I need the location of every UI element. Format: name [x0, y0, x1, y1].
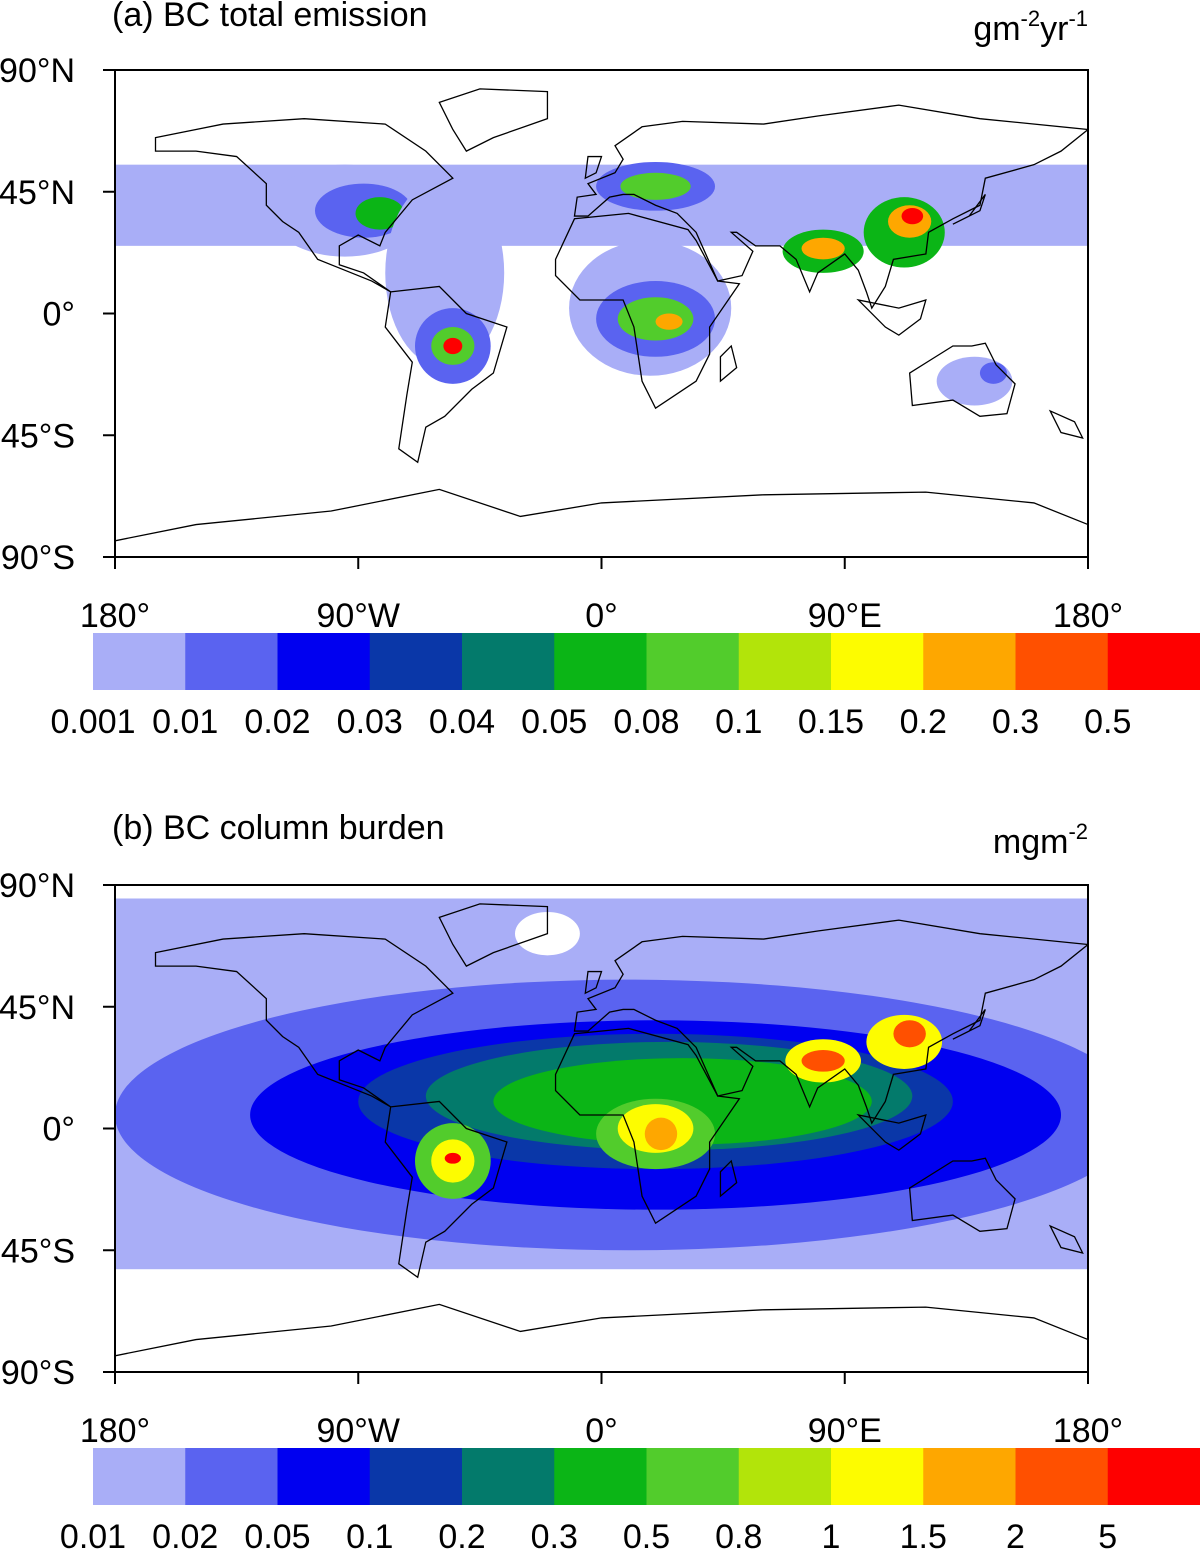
colorbar-box — [462, 633, 555, 690]
colorbar-label: 0.01 — [60, 1518, 126, 1550]
lat-tick-label: 90°S — [1, 1354, 75, 1392]
units-sup: -2 — [1021, 6, 1041, 31]
map — [115, 898, 1088, 1358]
map — [115, 87, 1088, 543]
lat-tick-label: 45°S — [1, 417, 75, 455]
colorbar-label: 1 — [822, 1518, 841, 1550]
colorbar-label: 0.001 — [50, 703, 135, 741]
panel-title: (a) BC total emission — [112, 0, 428, 34]
units-base: gm — [973, 10, 1020, 48]
lat-tick-label: 45°S — [1, 1232, 75, 1270]
colorbar-box — [1015, 633, 1109, 690]
lat-tick-label: 45°N — [0, 989, 75, 1027]
colorbar-label: 0.8 — [715, 1518, 762, 1550]
colorbar-label: 0.15 — [798, 703, 864, 741]
lat-tick-label: 0° — [42, 296, 75, 334]
units: mgm-2 — [993, 819, 1088, 861]
units-base: yr — [1040, 10, 1068, 48]
colorbar-box — [831, 633, 924, 690]
colorbar-label: 1.5 — [900, 1518, 947, 1550]
colorbar-box — [831, 1448, 924, 1505]
lon-tick-label: 0° — [585, 1412, 618, 1450]
lon-tick-label: 90°W — [316, 597, 400, 635]
colorbar-box — [462, 1448, 555, 1505]
lon-tick-label: 180° — [80, 597, 150, 635]
colorbar-box — [185, 633, 278, 690]
lat-tick-label: 90°N — [0, 867, 75, 905]
colorbar-label: 0.08 — [613, 703, 679, 741]
units-base: mgm — [993, 823, 1069, 861]
lon-tick-label: 180° — [80, 1412, 150, 1450]
colorbar-box — [93, 633, 186, 690]
colorbar-label: 2 — [1006, 1518, 1025, 1550]
colorbar-label: 0.1 — [715, 703, 762, 741]
lat-tick-label: 45°N — [0, 174, 75, 212]
lon-tick-label: 180° — [1053, 597, 1123, 635]
colorbar-box — [923, 633, 1016, 690]
colorbar-label: 0.05 — [521, 703, 587, 741]
colorbar-box — [646, 633, 740, 690]
lon-tick-label: 0° — [585, 597, 618, 635]
colorbar-box — [646, 1448, 740, 1505]
colorbar-label: 0.3 — [531, 1518, 578, 1550]
colorbar-label: 0.04 — [429, 703, 495, 741]
colorbar-label: 0.2 — [900, 703, 947, 741]
colorbar-box — [923, 1448, 1016, 1505]
colorbar-box — [1107, 633, 1200, 690]
units-sup: -2 — [1068, 819, 1088, 844]
lon-tick-label: 180° — [1053, 1412, 1123, 1450]
colorbar-label: 0.02 — [152, 1518, 218, 1550]
colorbar-box — [1107, 1448, 1200, 1505]
lon-tick-label: 90°E — [808, 1412, 882, 1450]
colorbar-label: 0.5 — [1084, 703, 1131, 741]
lat-tick-label: 90°N — [0, 52, 75, 90]
colorbar-box — [93, 1448, 186, 1505]
colorbar-label: 0.1 — [346, 1518, 393, 1550]
units: gm-2yr-1 — [973, 6, 1088, 48]
colorbar-box — [738, 1448, 832, 1505]
lat-tick-label: 0° — [42, 1111, 75, 1149]
colorbar-label: 0.02 — [244, 703, 310, 741]
colorbar-box — [369, 1448, 463, 1505]
colorbar-label: 0.2 — [438, 1518, 485, 1550]
colorbar-box — [554, 1448, 647, 1505]
colorbar-label: 0.01 — [152, 703, 218, 741]
colorbar-label: 0.05 — [244, 1518, 310, 1550]
panel-title: (b) BC column burden — [112, 809, 445, 847]
units-sup: -1 — [1068, 6, 1088, 31]
colorbar-box — [277, 633, 371, 690]
colorbar-box — [1015, 1448, 1109, 1505]
colorbar-label: 0.03 — [337, 703, 403, 741]
lon-tick-label: 90°E — [808, 597, 882, 635]
colorbar-label: 0.3 — [992, 703, 1039, 741]
colorbar-label: 5 — [1098, 1518, 1117, 1550]
colorbar-box — [185, 1448, 278, 1505]
colorbar-box — [277, 1448, 371, 1505]
colorbar-box — [369, 633, 463, 690]
lon-tick-label: 90°W — [316, 1412, 400, 1450]
colorbar-box — [554, 633, 647, 690]
lat-tick-label: 90°S — [1, 539, 75, 577]
colorbar-box — [738, 633, 832, 690]
colorbar-label: 0.5 — [623, 1518, 670, 1550]
